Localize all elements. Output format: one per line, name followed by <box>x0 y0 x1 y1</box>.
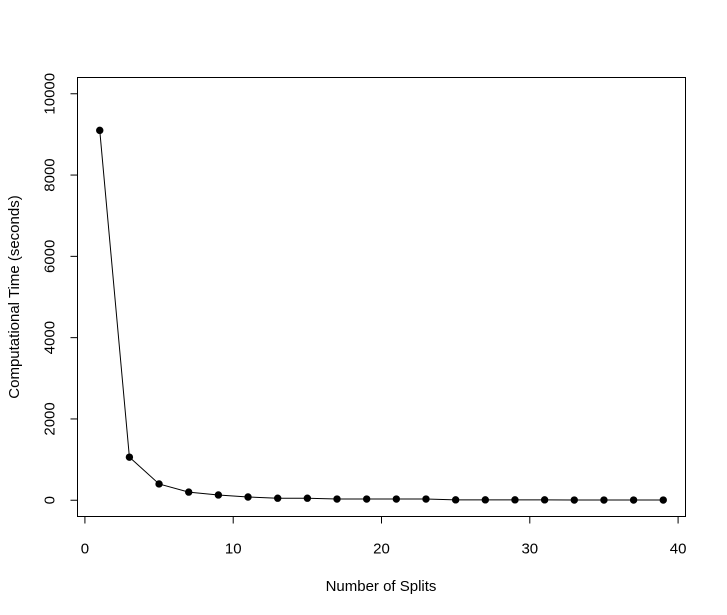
data-point <box>362 495 371 503</box>
data-point <box>125 453 134 461</box>
data-point <box>481 496 490 504</box>
data-point <box>629 496 638 504</box>
data-point <box>451 496 460 504</box>
data-point <box>570 496 578 504</box>
data-point <box>392 495 401 503</box>
data-point <box>303 494 312 502</box>
series-line <box>99 130 664 501</box>
data-point <box>600 496 608 504</box>
y-tick-label: 10000 <box>42 73 59 115</box>
data-point <box>244 493 252 501</box>
data-point <box>214 491 223 499</box>
x-tick-label: 40 <box>670 541 687 558</box>
data-point <box>185 488 193 496</box>
plot-frame <box>77 77 686 517</box>
x-axis-title: Number of Splits <box>326 578 437 595</box>
data-point <box>659 496 667 504</box>
x-ticks: 0 10 20 30 40 <box>81 516 687 558</box>
data-point <box>540 496 549 504</box>
y-tick-label: 4000 <box>42 321 59 354</box>
x-axis: 0 10 20 30 40 <box>81 516 687 558</box>
y-tick-label: 6000 <box>42 240 59 273</box>
y-ticks: 0 2000 4000 6000 8000 10000 <box>42 73 78 504</box>
y-tick-label: 2000 <box>42 402 59 435</box>
series-group <box>96 126 667 504</box>
x-tick-label: 10 <box>225 541 242 558</box>
x-tick-label: 30 <box>521 541 538 558</box>
x-tick-label: 20 <box>373 541 390 558</box>
data-point <box>333 495 341 503</box>
y-tick-label: 0 <box>42 496 59 504</box>
data-point <box>96 126 104 135</box>
y-axis-title: Computational Time (seconds) <box>6 195 23 398</box>
data-point <box>511 496 519 504</box>
data-point <box>155 480 163 488</box>
y-tick-label: 8000 <box>42 158 59 191</box>
x-tick-label: 0 <box>81 541 89 558</box>
y-axis: 0 2000 4000 6000 8000 10000 <box>42 73 78 504</box>
data-point <box>273 494 282 502</box>
data-point <box>422 495 430 503</box>
